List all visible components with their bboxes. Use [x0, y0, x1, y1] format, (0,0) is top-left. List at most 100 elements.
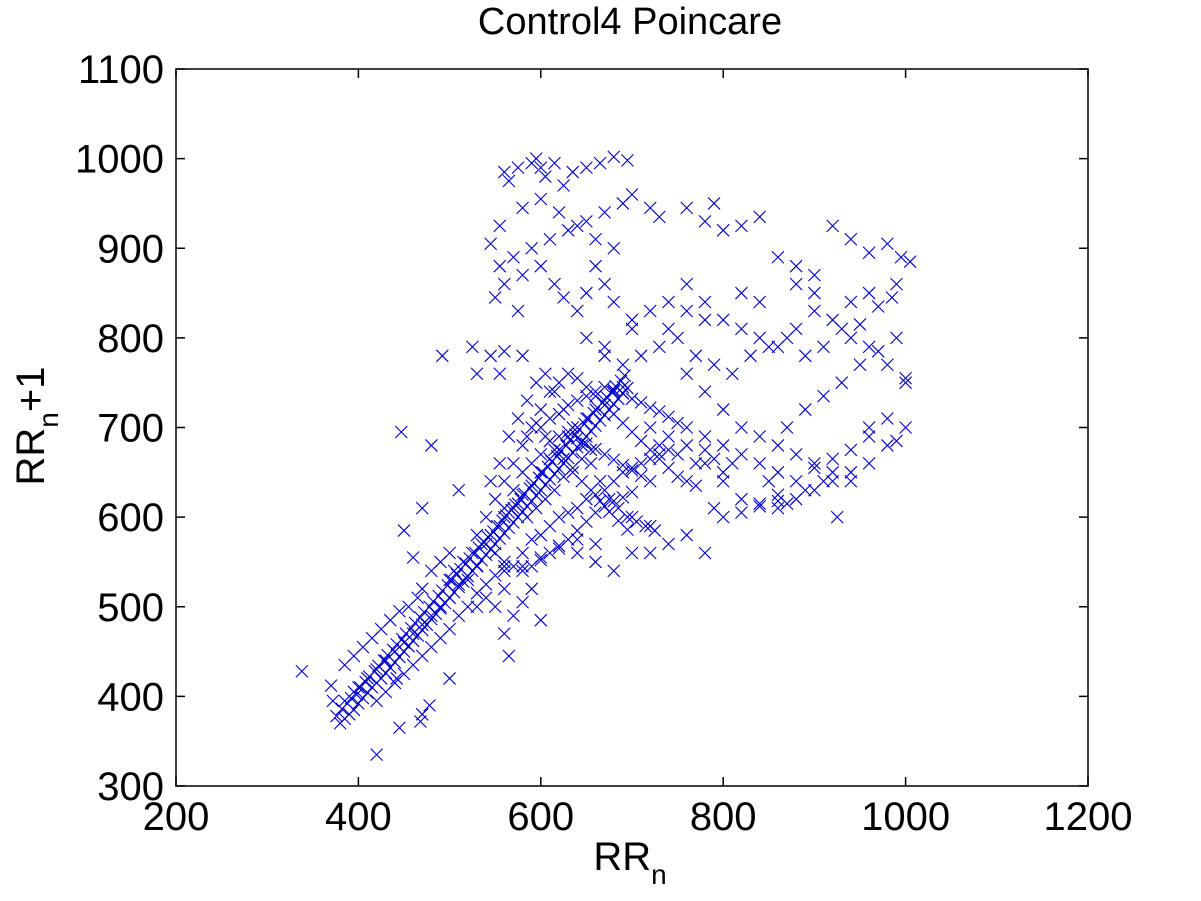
scatter-point — [404, 621, 418, 635]
scatter-point — [716, 439, 730, 452]
scatter-point — [643, 401, 657, 415]
scatter-point — [862, 430, 876, 443]
scatter-point — [611, 392, 625, 406]
scatter-point — [643, 546, 657, 560]
scatter-point — [295, 664, 309, 678]
scatter-point — [680, 201, 694, 215]
scatter-point — [534, 447, 548, 461]
scatter-point — [643, 421, 657, 434]
scatter-point — [432, 589, 446, 603]
scatter-point — [593, 413, 607, 427]
scatter-point — [598, 447, 612, 461]
scatter-point — [744, 349, 757, 363]
scatter-point — [735, 219, 748, 233]
scatter-point — [593, 494, 607, 508]
scatter-point — [415, 582, 429, 596]
scatter-point — [625, 313, 639, 327]
scatter-point — [452, 577, 466, 591]
scatter-point — [543, 473, 557, 486]
scatter-point — [435, 349, 449, 363]
scatter-point — [652, 447, 666, 461]
scatter-point — [621, 510, 634, 524]
y-tick-label: 1000 — [75, 138, 164, 182]
scatter-point — [497, 165, 511, 179]
scatter-point — [871, 300, 885, 313]
scatter-point — [735, 286, 748, 300]
scatter-point — [607, 383, 621, 397]
scatter-point — [493, 456, 507, 470]
x-tick-label: 800 — [690, 795, 757, 839]
scatter-point — [753, 499, 767, 513]
scatter-point — [406, 634, 420, 648]
scatter-point — [652, 210, 666, 224]
scatter-point — [541, 460, 555, 474]
scatter-point — [625, 392, 639, 406]
scatter-point — [584, 443, 598, 457]
scatter-point — [397, 524, 411, 537]
scatter-point — [735, 506, 748, 520]
scatter-point — [680, 474, 694, 488]
scatter-point — [643, 452, 657, 466]
scatter-point — [634, 396, 648, 409]
scatter-point — [625, 510, 639, 524]
scatter-point — [497, 627, 511, 641]
scatter-point — [552, 542, 566, 555]
scatter-point — [598, 349, 612, 363]
scatter-point — [643, 474, 657, 488]
scatter-point — [899, 371, 912, 385]
scatter-point — [680, 528, 694, 542]
scatter-point — [862, 286, 876, 300]
scatter-point — [570, 304, 584, 318]
scatter-point — [523, 482, 537, 495]
scatter-point — [880, 237, 894, 251]
scatter-point — [475, 553, 488, 567]
scatter-point — [862, 456, 876, 470]
scatter-point — [862, 340, 876, 354]
scatter-point — [326, 694, 340, 708]
scatter-point — [580, 286, 593, 300]
scatter-point — [511, 510, 525, 524]
scatter-point — [493, 367, 507, 381]
scatter-point — [570, 431, 584, 445]
scatter-point — [470, 600, 484, 614]
scatter-point — [497, 555, 511, 569]
x-axis-label-sub: n — [651, 859, 667, 890]
scatter-point — [511, 412, 525, 425]
scatter-point — [725, 456, 739, 470]
scatter-point — [899, 376, 912, 390]
scatter-point — [529, 489, 543, 503]
scatter-point — [561, 451, 575, 465]
scatter-point — [780, 497, 794, 511]
scatter-point — [780, 331, 794, 345]
scatter-point — [502, 174, 516, 188]
scatter-point — [552, 510, 566, 524]
scatter-point — [580, 437, 593, 451]
scatter-point — [447, 586, 461, 599]
scatter-point — [516, 439, 529, 452]
scatter-point — [525, 494, 539, 508]
plot-area — [175, 68, 1089, 787]
scatter-point — [716, 223, 730, 237]
scatter-point — [698, 430, 712, 443]
scatter-point — [817, 340, 830, 354]
scatter-point — [575, 439, 589, 452]
scatter-point — [534, 161, 548, 174]
scatter-point — [338, 658, 352, 672]
scatter-point — [548, 385, 561, 399]
scatter-point — [826, 474, 840, 488]
y-tick-label: 800 — [97, 317, 164, 361]
y-axis-label-main: RR — [9, 428, 53, 486]
scatter-point — [616, 458, 630, 472]
scatter-point — [561, 398, 575, 412]
scatter-point — [662, 537, 675, 551]
scatter-point — [689, 456, 703, 470]
scatter-point — [338, 694, 352, 708]
scatter-point — [516, 595, 529, 609]
scatter-point — [356, 691, 370, 705]
scatter-point — [753, 456, 767, 470]
scatter-point — [543, 546, 557, 560]
scatter-point — [484, 349, 498, 363]
scatter-point — [488, 291, 502, 304]
scatter-point — [616, 387, 630, 400]
scatter-point — [415, 501, 429, 515]
